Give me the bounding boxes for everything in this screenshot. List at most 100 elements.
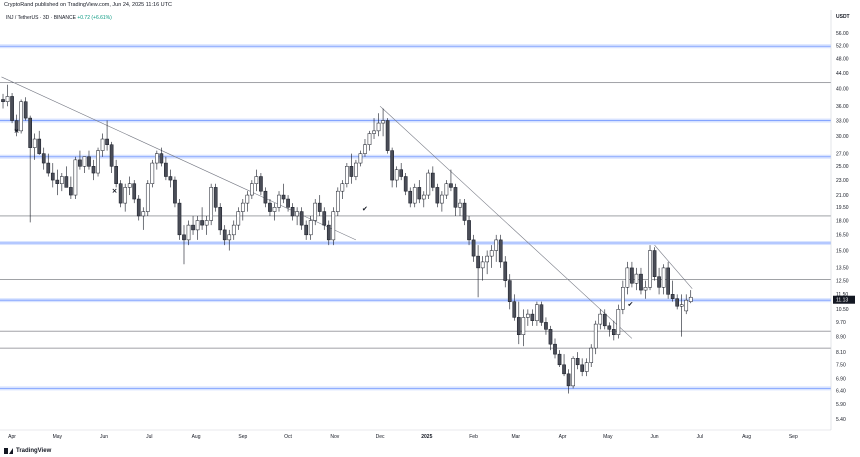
x-tick-label: May (603, 434, 613, 440)
candle (621, 280, 625, 315)
candle (476, 245, 480, 298)
y-tick-label: 8.10 (836, 350, 846, 356)
time-axis[interactable]: Apr May Jun Jul Aug Sep Oct Nov Dec 2025 Feb Mar Apr… (0, 429, 831, 440)
candle-body (41, 153, 46, 164)
candle (648, 245, 652, 291)
candle (195, 215, 200, 240)
candle-body (548, 329, 553, 345)
candle-body (666, 267, 670, 295)
candle (259, 173, 263, 196)
candle (394, 166, 399, 188)
x-tick-label: Nov (330, 434, 339, 440)
x-tick-label: Mar (511, 434, 520, 440)
candle (376, 113, 381, 137)
candle-body (299, 211, 304, 226)
candle (299, 207, 304, 230)
candle (272, 203, 277, 221)
tradingview-logo-icon (4, 448, 14, 454)
candle-body (335, 190, 340, 212)
candle-body (530, 313, 535, 321)
candle (458, 199, 462, 216)
y-tick-label: 33.00 (836, 118, 849, 124)
candle (73, 156, 78, 200)
last-price-label: 11.13 (836, 298, 848, 304)
candle (78, 150, 82, 170)
y-tick-label: 16.50 (836, 233, 849, 239)
y-tick-label: 13.50 (836, 266, 849, 272)
candle (363, 139, 367, 157)
candle-body (141, 211, 146, 217)
currency-label[interactable]: USDT (836, 14, 850, 20)
candle (69, 176, 73, 200)
candle (10, 93, 14, 124)
candle-body (421, 194, 426, 200)
candle (277, 191, 281, 212)
candle (136, 195, 141, 221)
candle-body (37, 138, 42, 154)
candle (440, 191, 444, 212)
candle-body (381, 120, 385, 124)
trendline-1 (379, 105, 633, 339)
candle-body (435, 187, 440, 204)
candle (480, 256, 485, 281)
candle-body (462, 202, 467, 221)
candle-body (263, 190, 268, 204)
x-tick-label: Jun (651, 434, 659, 440)
candle-body (498, 239, 503, 263)
candle-body (231, 224, 236, 236)
x-tick-label: Jul (697, 434, 703, 440)
candle (399, 163, 404, 181)
candle-body (670, 294, 675, 299)
candle (114, 159, 118, 188)
candle (105, 120, 109, 151)
candle (571, 356, 575, 389)
candle-body (10, 96, 14, 121)
candle-body (471, 239, 476, 257)
candle-body (222, 229, 227, 241)
candle (358, 150, 363, 167)
candle-body (326, 224, 331, 241)
candle-body (286, 198, 290, 208)
candle (661, 264, 666, 295)
y-tick-label: 6.40 (836, 389, 846, 395)
candle-body (317, 202, 322, 212)
candle (250, 180, 254, 200)
candle (326, 220, 331, 246)
candle-body (412, 187, 417, 204)
candle-body (127, 183, 132, 188)
y-tick-label: 48.00 (836, 57, 849, 63)
candle (340, 180, 345, 200)
candle-body (91, 166, 96, 174)
candle-body (512, 301, 517, 318)
candle-body (453, 187, 458, 208)
candle-body (394, 169, 399, 181)
candle-body (1, 99, 5, 102)
candle-body (408, 190, 413, 204)
candle (37, 130, 42, 155)
candle-body (277, 194, 281, 208)
y-tick-label: 9.70 (836, 320, 846, 326)
candle (245, 191, 250, 212)
candle-body (23, 101, 28, 119)
candle-body (105, 138, 109, 145)
candle-body (164, 162, 168, 177)
candle-body (358, 153, 363, 164)
candle-body (349, 166, 354, 177)
candle (1, 93, 5, 109)
y-tick-label: 25.00 (836, 164, 849, 170)
candle (593, 320, 598, 355)
candle (173, 176, 177, 208)
x-tick-label: Apr (559, 434, 567, 440)
candle (263, 187, 268, 208)
candle-body (621, 287, 625, 310)
candle (100, 133, 105, 157)
price-axis[interactable]: 56.00 52.00 48.00 44.00 40.00 36.00 33.00 30.00… (830, 10, 855, 430)
candle (421, 191, 426, 208)
candle-body (480, 261, 485, 269)
y-tick-label: 23.00 (836, 178, 849, 184)
candle (489, 245, 494, 268)
candle (390, 147, 394, 188)
tradingview-footer[interactable]: TradingView (4, 448, 51, 454)
candle (684, 294, 689, 315)
